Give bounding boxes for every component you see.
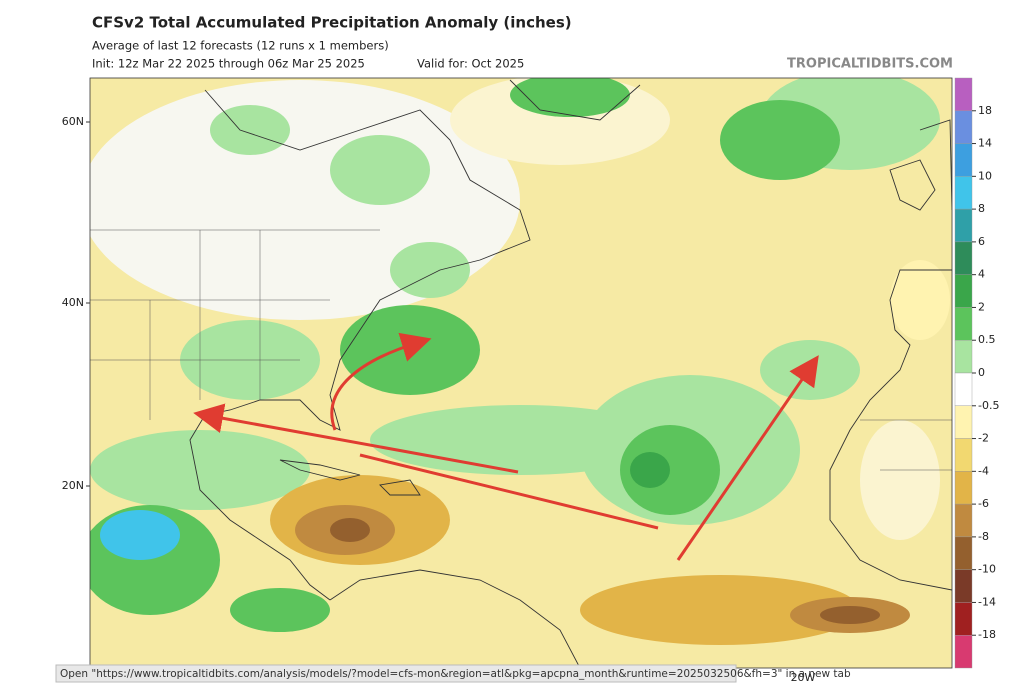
brown-area [330,518,370,542]
colorbar-segment [954,110,973,144]
colorbar-segment [954,405,973,439]
arrow [330,332,432,431]
colorbar-segment [954,307,973,341]
colorbar-segment [954,438,973,472]
coastline [189,89,531,601]
coastline [829,269,952,591]
lat-labels: 60N 40N 20N [62,115,90,492]
green-area [630,452,670,488]
lon-labels: 20W [791,671,816,684]
arrow [359,453,659,530]
colorbar-label: 6 [978,235,985,248]
lat-label: 40N [62,296,84,309]
green-area [510,78,630,117]
brown-area [580,575,860,645]
colorbar-label: 0 [978,366,985,379]
lat-label: 20N [62,479,84,492]
colorbar-segment [954,602,973,636]
yellow-area [890,260,950,340]
colorbar-label: 2 [978,300,985,313]
colorbar-segment [954,208,973,243]
colorbar-label: 8 [978,202,985,215]
coastline [889,119,952,211]
status-text: Open "https://www.tropicaltidbits.com/an… [60,668,851,680]
colorbar-segment [954,372,973,406]
init-text: Init: 12z Mar 22 2025 through 06z Mar 25… [92,57,365,71]
colorbar-label: -4 [978,464,989,477]
colorbar-segment [954,143,973,177]
white-area [860,420,940,540]
colorbar-label: -18 [978,628,996,641]
colorbar-label: -14 [978,595,996,608]
status-bar [55,664,737,683]
colorbar: 18 14 10 8 6 4 2 0.5 0 -0.5 -2 -4 -6 -8 -10 -14 -18 [954,77,999,669]
green-area [340,305,480,395]
colorbar-label: -8 [978,530,989,543]
colorbar-label: 14 [978,137,992,150]
green-area [330,135,430,205]
arrow [676,355,819,561]
colorbar-segment [954,77,973,111]
valid-text: Valid for: Oct 2025 [417,57,524,71]
colorbar-segment [954,536,973,570]
colorbar-segment [954,569,973,603]
blue-area [100,510,180,560]
green-area [210,105,290,155]
lon-label: 20W [791,671,816,684]
arrow [193,403,519,474]
colorbar-label: 0.5 [978,333,996,346]
colorbar-segment [954,635,973,669]
colorbar-label: 4 [978,268,985,281]
coastline [509,79,641,121]
colorbar-segment [954,471,973,505]
map [90,78,952,668]
colorbar-label: -0.5 [978,399,999,412]
colorbar-label: 10 [978,169,992,182]
colorbar-segment [954,241,973,275]
borders [90,229,952,471]
green-area [720,100,840,180]
colorbar-segment [954,340,973,374]
coastline [279,459,421,496]
title: CFSv2 Total Accumulated Precipitation An… [92,14,572,32]
coastline [329,569,581,668]
watermark: TROPICALTIDBITS.COM [787,57,953,72]
subtitle: Average of last 12 forecasts (12 runs x … [92,39,389,53]
colorbar-segment [954,503,973,538]
colorbar-segment [954,176,973,210]
colorbar-label: -10 [978,563,996,576]
green-area [390,242,470,298]
colorbar-label: -2 [978,432,989,445]
green-area [230,588,330,632]
colorbar-label: 18 [978,104,992,117]
lat-label: 60N [62,115,84,128]
green-area [90,430,310,510]
brown-area [820,606,880,624]
colorbar-label: -6 [978,497,989,510]
colorbar-segment [954,274,973,308]
